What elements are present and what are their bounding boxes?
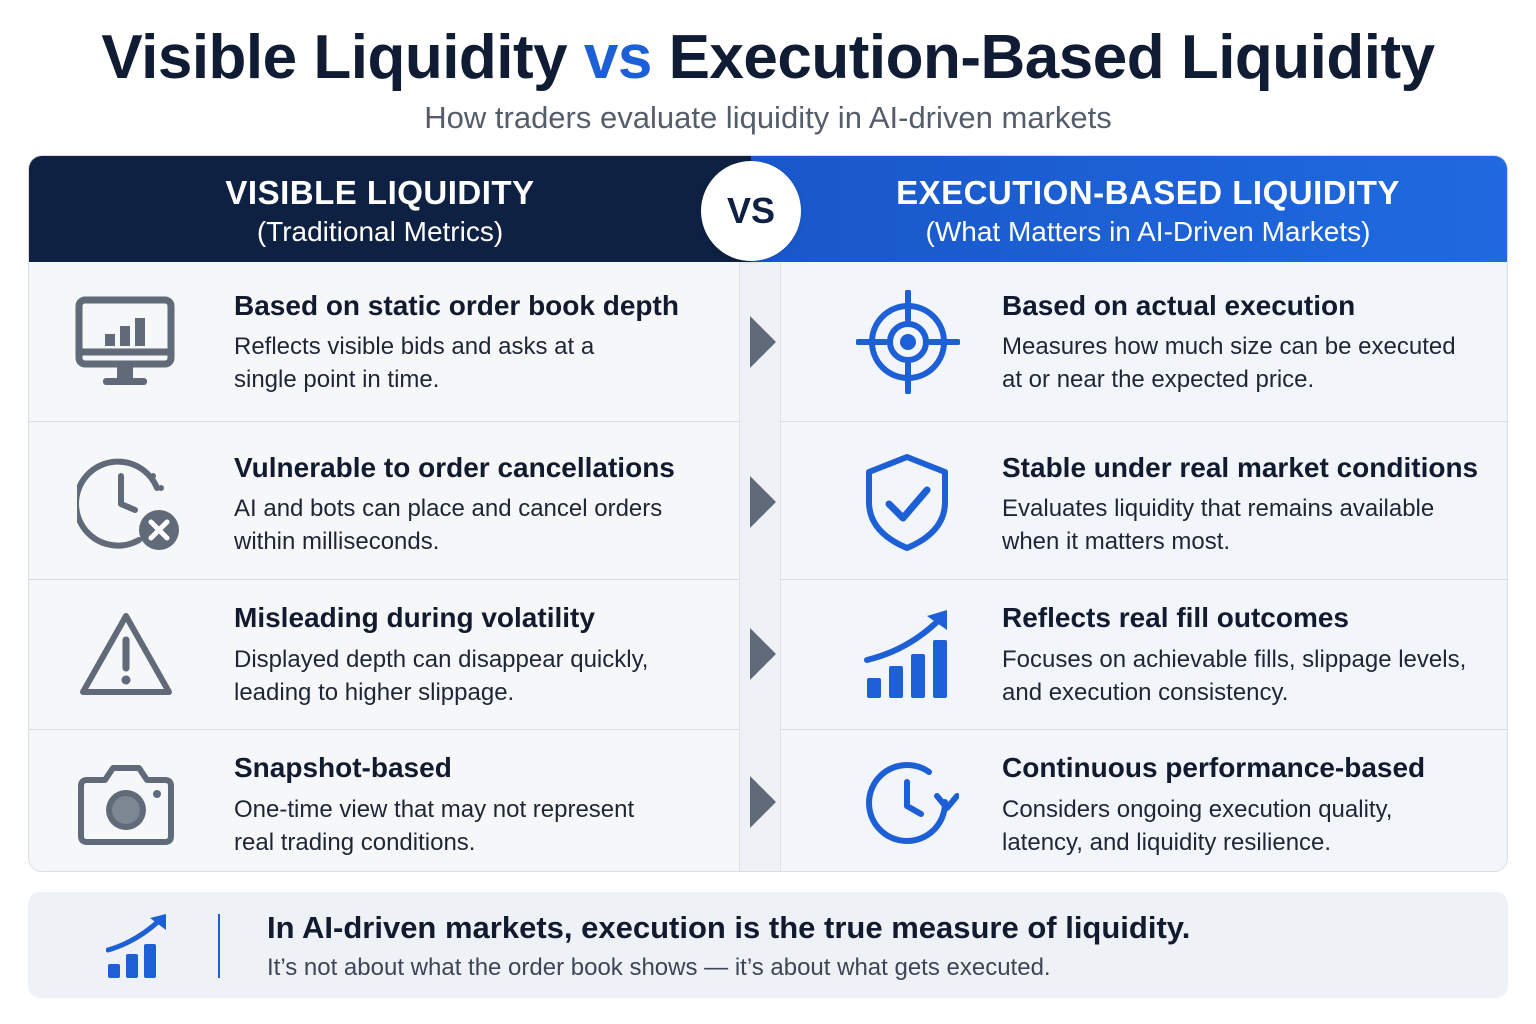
left-row-4-line-2: real trading conditions. bbox=[234, 829, 476, 856]
title-right: Execution-Based Liquidity bbox=[668, 23, 1436, 92]
right-header-title: EXECUTION-BASED LIQUIDITY bbox=[896, 174, 1400, 211]
right-row-3-line-1: Focuses on achievable fills, slippage le… bbox=[1002, 646, 1467, 673]
left-row-4: Snapshot-based One-time view that may no… bbox=[29, 730, 739, 871]
left-row-1-line-1: Reflects visible bids and asks at a bbox=[234, 333, 595, 360]
right-row-4: Continuous performance-based Considers o… bbox=[781, 730, 1507, 871]
right-header: EXECUTION-BASED LIQUIDITY (What Matters … bbox=[751, 156, 1507, 262]
left-row-3-line-1: Displayed depth can disappear quickly, bbox=[234, 646, 649, 673]
title-left: Visible Liquidity bbox=[101, 23, 568, 92]
right-row-2: Stable under real market conditions Eval… bbox=[781, 422, 1507, 580]
left-row-1: Based on static order book depth Reflect… bbox=[29, 262, 739, 422]
footer-divider bbox=[218, 914, 220, 978]
footer-sub-text: It’s not about what the order book shows… bbox=[267, 954, 1051, 981]
right-row-2-line-1: Evaluates liquidity that remains availab… bbox=[1002, 495, 1435, 522]
left-header-subtitle: (Traditional Metrics) bbox=[256, 216, 504, 247]
footer-callout: In AI-driven markets, execution is the t… bbox=[28, 892, 1508, 998]
arrow-column bbox=[739, 262, 781, 871]
right-row-1-line-1: Measures how much size can be executed bbox=[1002, 333, 1456, 360]
left-row-2-line-1: AI and bots can place and cancel orders bbox=[234, 495, 663, 522]
left-row-2-line-2: within milliseconds. bbox=[234, 528, 440, 555]
target-crosshair-icon bbox=[855, 289, 961, 399]
clock-cancel-icon bbox=[73, 454, 187, 559]
monitor-chart-icon bbox=[75, 296, 175, 397]
arrow-right-icon bbox=[750, 316, 776, 368]
left-row-2-heading: Vulnerable to order cancellations bbox=[234, 452, 675, 483]
right-row-3: Reflects real fill outcomes Focuses on a… bbox=[781, 580, 1507, 730]
growth-chart-icon bbox=[863, 608, 953, 707]
left-row-4-heading: Snapshot-based bbox=[234, 752, 452, 783]
footer-main-text: In AI-driven markets, execution is the t… bbox=[267, 910, 1191, 945]
title-vs: vs bbox=[583, 23, 652, 92]
shield-check-icon bbox=[863, 452, 951, 557]
right-header-subtitle: (What Matters in AI-Driven Markets) bbox=[925, 216, 1371, 247]
comparison-body: Based on static order book depth Reflect… bbox=[29, 262, 1507, 871]
arrow-right-icon bbox=[750, 476, 776, 528]
left-row-3: Misleading during volatility Displayed d… bbox=[29, 580, 739, 730]
right-row-4-line-1: Considers ongoing execution quality, bbox=[1002, 796, 1393, 823]
clock-refresh-icon bbox=[863, 758, 960, 853]
right-row-2-heading: Stable under real market conditions bbox=[1002, 452, 1479, 483]
growth-chart-icon bbox=[105, 912, 170, 985]
left-header-title: VISIBLE LIQUIDITY bbox=[225, 174, 535, 211]
left-row-3-line-2: leading to higher slippage. bbox=[234, 679, 515, 706]
vs-badge: VS bbox=[701, 161, 801, 261]
right-column: Based on actual execution Measures how m… bbox=[781, 262, 1507, 871]
right-row-1-heading: Based on actual execution bbox=[1002, 290, 1356, 321]
right-row-3-heading: Reflects real fill outcomes bbox=[1002, 602, 1350, 633]
right-row-1: Based on actual execution Measures how m… bbox=[781, 262, 1507, 422]
left-row-1-line-2: single point in time. bbox=[234, 366, 440, 393]
warning-triangle-icon bbox=[77, 610, 175, 705]
left-row-4-line-1: One-time view that may not represent bbox=[234, 796, 635, 823]
right-row-4-line-2: latency, and liquidity resilience. bbox=[1002, 829, 1332, 856]
arrow-right-icon bbox=[750, 776, 776, 828]
right-row-3-line-2: and execution consistency. bbox=[1002, 679, 1289, 706]
arrow-right-icon bbox=[750, 628, 776, 680]
page-subtitle: How traders evaluate liquidity in AI-dri… bbox=[424, 100, 1112, 135]
right-row-1-line-2: at or near the expected price. bbox=[1002, 366, 1315, 393]
left-header: VISIBLE LIQUIDITY (Traditional Metrics) bbox=[29, 156, 751, 262]
left-column: Based on static order book depth Reflect… bbox=[29, 262, 739, 871]
right-row-4-heading: Continuous performance-based bbox=[1002, 752, 1426, 783]
page-title: Visible Liquidity vs Execution-Based Liq… bbox=[0, 22, 1536, 93]
left-row-3-heading: Misleading during volatility bbox=[234, 602, 595, 633]
left-row-2: Vulnerable to order cancellations AI and… bbox=[29, 422, 739, 580]
camera-icon bbox=[77, 764, 175, 851]
comparison-table: VISIBLE LIQUIDITY (Traditional Metrics) … bbox=[28, 155, 1508, 872]
left-row-1-heading: Based on static order book depth bbox=[234, 290, 679, 321]
right-row-2-line-2: when it matters most. bbox=[1002, 528, 1231, 555]
